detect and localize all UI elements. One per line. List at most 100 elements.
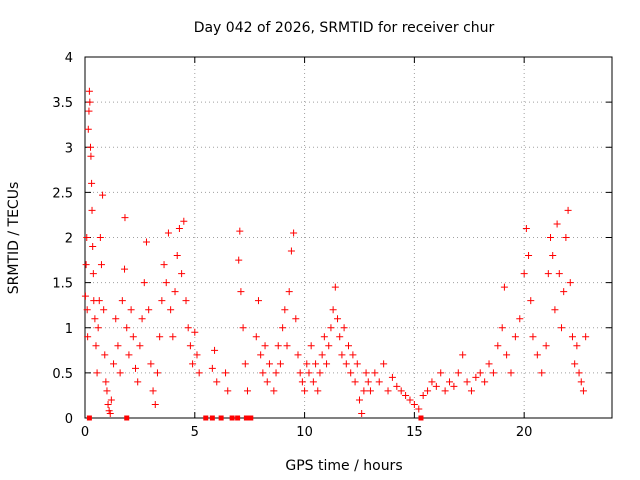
x-tick-label: 15	[406, 425, 423, 440]
data-point	[575, 369, 583, 377]
data-point	[121, 214, 129, 222]
data-point	[415, 405, 423, 413]
data-point	[222, 369, 230, 377]
data-point	[147, 360, 155, 368]
data-point	[145, 306, 153, 314]
data-point	[494, 342, 502, 350]
data-point	[274, 342, 282, 350]
data-point	[362, 369, 370, 377]
y-tick-label: 1	[65, 322, 73, 337]
zero-marker	[229, 415, 235, 421]
data-point	[564, 206, 572, 214]
data-point	[366, 387, 374, 395]
y-axis-label: SRMTID / TECUs	[6, 182, 22, 295]
data-point	[406, 396, 414, 404]
data-point	[342, 360, 350, 368]
data-point	[92, 342, 100, 350]
data-point	[169, 333, 177, 341]
data-point	[129, 333, 137, 341]
data-point	[345, 342, 352, 350]
data-point	[305, 369, 313, 377]
zero-marker	[209, 415, 215, 421]
data-point	[481, 378, 489, 386]
data-point	[136, 342, 144, 350]
data-point	[307, 342, 315, 350]
data-point	[353, 360, 361, 368]
data-point	[294, 351, 302, 359]
data-point	[208, 364, 216, 372]
data-point	[296, 369, 304, 377]
data-point	[553, 220, 561, 228]
x-tick-label: 0	[81, 425, 89, 440]
data-point	[520, 270, 528, 278]
data-point	[160, 261, 168, 269]
data-point	[463, 378, 471, 386]
data-point	[184, 324, 192, 332]
data-point	[527, 297, 535, 305]
data-point	[84, 125, 92, 133]
data-point	[331, 283, 339, 291]
data-point	[85, 107, 93, 115]
y-tick-label: 2	[65, 232, 73, 247]
data-point	[83, 306, 91, 314]
data-point	[236, 227, 244, 235]
data-point	[235, 256, 243, 264]
data-point	[102, 378, 110, 386]
y-tick-label: 3	[65, 141, 73, 156]
data-point	[101, 351, 109, 359]
data-point	[566, 279, 574, 287]
data-point	[173, 252, 181, 260]
data-point	[454, 369, 462, 377]
data-point	[272, 369, 280, 377]
data-point	[336, 333, 344, 341]
data-point	[349, 351, 357, 359]
data-point	[549, 252, 557, 260]
data-point	[329, 306, 337, 314]
data-point	[314, 387, 322, 395]
data-point	[511, 333, 519, 341]
data-point	[94, 324, 102, 332]
data-point	[254, 297, 262, 305]
data-point	[441, 387, 449, 395]
data-point	[292, 315, 300, 323]
data-point	[259, 369, 267, 377]
data-point	[579, 387, 587, 395]
data-point	[142, 238, 150, 246]
x-tick-label: 10	[296, 425, 313, 440]
y-tick-label: 0	[65, 412, 73, 427]
data-point	[239, 324, 247, 332]
data-point	[178, 270, 186, 278]
data-point	[175, 224, 183, 232]
data-point	[138, 315, 146, 323]
data-point	[542, 342, 550, 350]
data-point	[459, 351, 467, 359]
data-point	[100, 306, 108, 314]
data-point	[338, 351, 346, 359]
data-point	[116, 369, 124, 377]
data-point	[82, 261, 90, 269]
data-point	[327, 324, 335, 332]
data-point	[410, 400, 418, 408]
data-point	[560, 288, 568, 296]
data-point	[489, 369, 497, 377]
data-point	[432, 382, 440, 390]
data-point	[118, 297, 126, 305]
data-point	[577, 378, 585, 386]
zero-marker	[248, 415, 254, 421]
data-point	[555, 270, 563, 278]
data-point	[86, 143, 94, 151]
data-point	[140, 279, 148, 287]
data-point	[551, 306, 559, 314]
data-point	[380, 360, 388, 368]
data-point	[96, 234, 104, 241]
data-point	[87, 152, 95, 160]
data-point	[97, 261, 105, 269]
data-point	[241, 360, 249, 368]
data-point	[112, 315, 120, 323]
data-point	[533, 351, 541, 359]
data-point	[355, 396, 363, 404]
data-point	[450, 382, 458, 390]
data-point	[358, 409, 366, 417]
data-point	[573, 342, 581, 350]
data-point	[364, 378, 372, 386]
